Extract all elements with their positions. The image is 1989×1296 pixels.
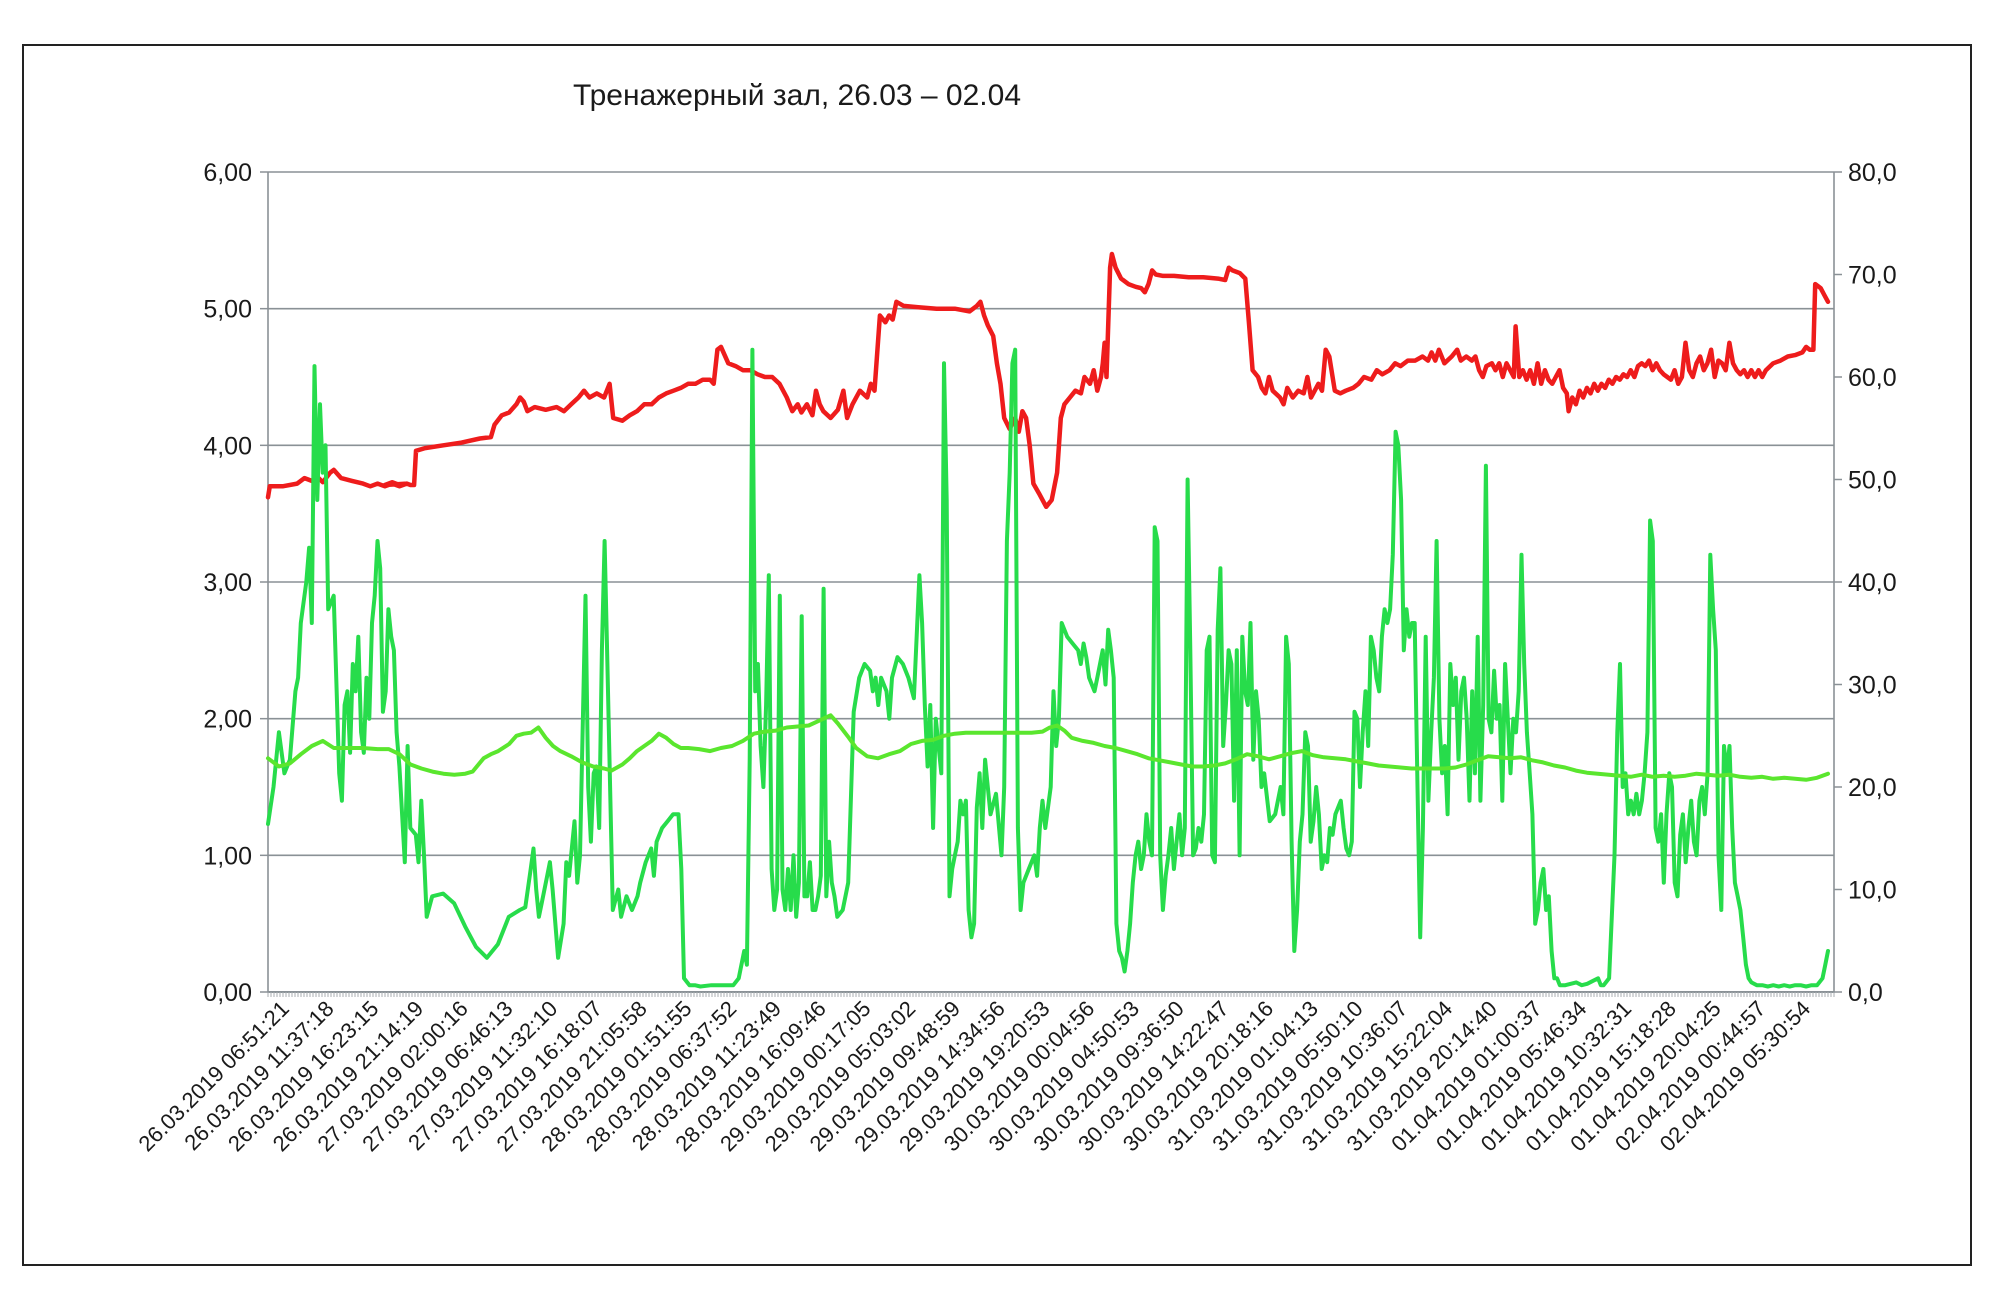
left-tick-label: 3,00 bbox=[203, 569, 252, 597]
chart: Тренажерный зал, 26.03 – 02.04 0,00 1,00 2… bbox=[133, 79, 1897, 1156]
right-tick-label: 30,0 bbox=[1848, 672, 1897, 700]
right-tick-label: 70,0 bbox=[1848, 262, 1897, 290]
right-tick-label: 10,0 bbox=[1848, 877, 1897, 905]
left-tick-label: 6,00 bbox=[203, 159, 252, 187]
series-layer bbox=[265, 251, 1831, 989]
right-tick-label: 40,0 bbox=[1848, 569, 1897, 597]
series-line-2 bbox=[266, 347, 1830, 989]
grid-lines bbox=[268, 171, 1834, 857]
left-tick-label: 5,00 bbox=[203, 296, 252, 324]
left-axis-ticks: 0,00 1,00 2,00 3,00 4,00 5,00 6,00 bbox=[203, 159, 268, 1007]
chart-frame: Тренажерный зал, 26.03 – 02.04 0,00 1,00 2… bbox=[22, 44, 1972, 1266]
right-tick-label: 60,0 bbox=[1848, 364, 1897, 392]
right-axis-ticks: 0,0 10,0 20,0 30,0 40,0 50,0 60,0 70,0 80,0 bbox=[1834, 159, 1897, 1007]
chart-title: Тренажерный зал, 26.03 – 02.04 bbox=[573, 79, 1021, 112]
left-tick-label: 0,00 bbox=[203, 979, 252, 1007]
series-line-3 bbox=[266, 713, 1830, 782]
axes bbox=[267, 172, 1835, 997]
left-tick-label: 1,00 bbox=[203, 842, 252, 870]
series-line-1 bbox=[265, 251, 1831, 510]
left-tick-label: 2,00 bbox=[203, 706, 252, 734]
left-tick-label: 4,00 bbox=[203, 432, 252, 460]
right-tick-label: 80,0 bbox=[1848, 159, 1897, 187]
right-tick-label: 0,0 bbox=[1848, 979, 1883, 1007]
right-tick-label: 50,0 bbox=[1848, 467, 1897, 495]
right-tick-label: 20,0 bbox=[1848, 774, 1897, 802]
